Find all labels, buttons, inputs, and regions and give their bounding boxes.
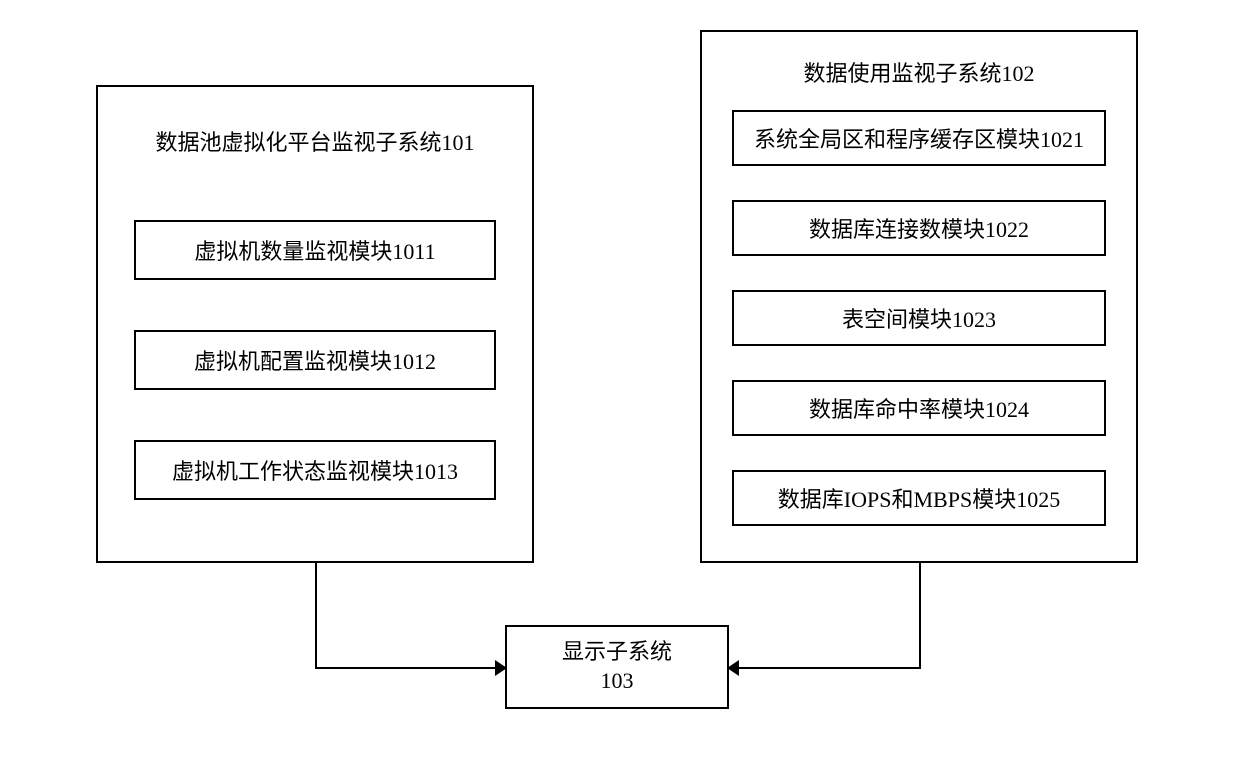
right-module-1024-label: 数据库命中率模块1024 xyxy=(809,392,1029,424)
right-module-1022: 数据库连接数模块1022 xyxy=(732,200,1106,256)
right-module-1022-label: 数据库连接数模块1022 xyxy=(809,212,1029,244)
left-module-1011-label: 虚拟机数量监视模块1011 xyxy=(194,234,435,266)
connector-left-vertical xyxy=(315,563,317,669)
display-subsystem-label: 显示子系统 xyxy=(562,638,672,667)
left-module-1013-label: 虚拟机工作状态监视模块1013 xyxy=(172,454,458,486)
right-module-1023: 表空间模块1023 xyxy=(732,290,1106,346)
right-module-1021: 系统全局区和程序缓存区模块1021 xyxy=(732,110,1106,166)
connector-left-arrowhead xyxy=(495,660,507,676)
right-module-1021-label: 系统全局区和程序缓存区模块1021 xyxy=(754,122,1084,154)
display-subsystem-box: 显示子系统 103 xyxy=(505,625,729,709)
connector-right-horizontal xyxy=(739,667,921,669)
connector-left-horizontal xyxy=(315,667,495,669)
left-module-1011: 虚拟机数量监视模块1011 xyxy=(134,220,496,280)
left-module-1013: 虚拟机工作状态监视模块1013 xyxy=(134,440,496,500)
right-module-1025-label: 数据库IOPS和MBPS模块1025 xyxy=(778,482,1060,514)
left-subsystem-title: 数据池虚拟化平台监视子系统101 xyxy=(96,125,534,157)
left-module-1012-label: 虚拟机配置监视模块1012 xyxy=(194,344,436,376)
right-module-1024: 数据库命中率模块1024 xyxy=(732,380,1106,436)
right-module-1025: 数据库IOPS和MBPS模块1025 xyxy=(732,470,1106,526)
connector-right-vertical xyxy=(919,563,921,669)
left-module-1012: 虚拟机配置监视模块1012 xyxy=(134,330,496,390)
right-module-1023-label: 表空间模块1023 xyxy=(842,302,996,334)
right-subsystem-title: 数据使用监视子系统102 xyxy=(700,56,1138,88)
display-subsystem-id: 103 xyxy=(601,667,634,696)
connector-right-arrowhead xyxy=(727,660,739,676)
